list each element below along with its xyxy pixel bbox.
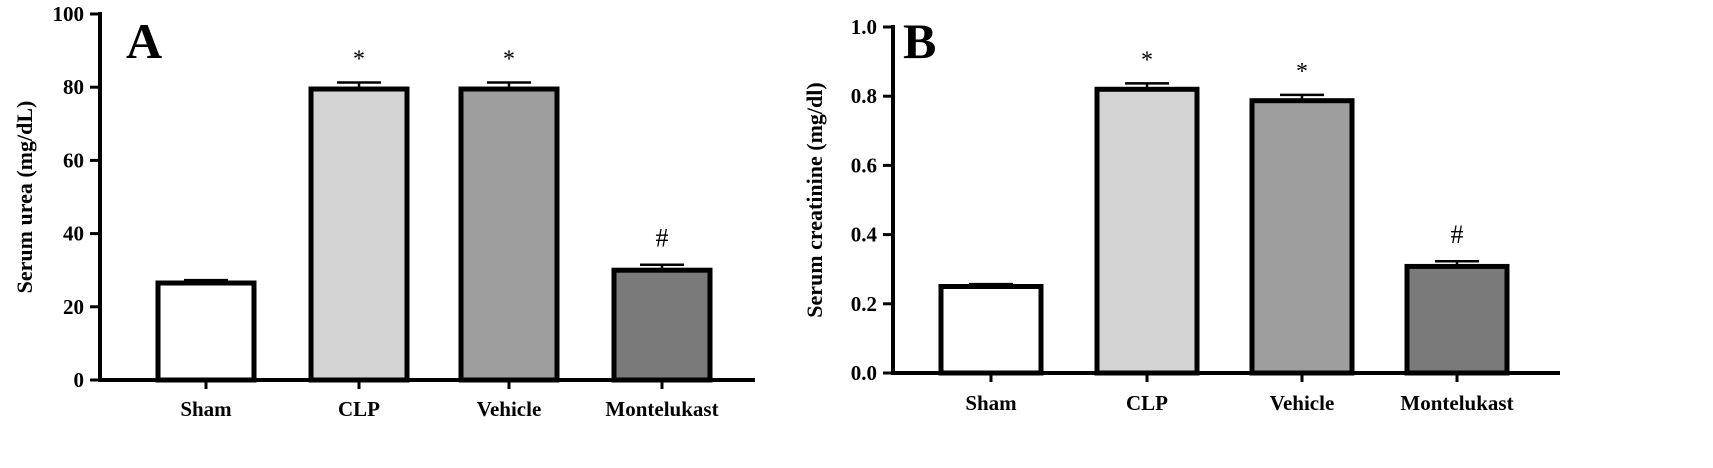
panel-label: B: [903, 13, 936, 69]
x-tick-label: CLP: [1126, 391, 1168, 415]
significance-marker: #: [1451, 220, 1464, 249]
y-tick-label: 1.0: [851, 15, 877, 39]
significance-marker: #: [656, 224, 669, 253]
y-tick-label: 20: [63, 295, 84, 319]
bar-sham: [938, 284, 1044, 376]
y-tick-label: 0: [74, 368, 85, 392]
y-tick-label: 0.2: [851, 292, 877, 316]
y-tick-label: 80: [63, 75, 84, 99]
bar-clp: [1094, 86, 1200, 376]
y-tick-label: 0.8: [851, 84, 877, 108]
bar-vehicle: [458, 86, 560, 383]
x-tick-label: Vehicle: [1270, 391, 1335, 415]
panel-b-creatinine-chart: Sham * CLP * Vehicle # Montelukast 0.0 0.2 0.4 0.6…: [802, 13, 1560, 415]
bar-montelukast: [1404, 263, 1510, 376]
bar-montelukast: [611, 267, 713, 383]
x-tick-label: Sham: [180, 397, 232, 421]
bar-clp: [308, 86, 410, 383]
bar-vehicle: [1249, 98, 1355, 376]
significance-marker: *: [503, 46, 515, 72]
x-tick-label: CLP: [338, 397, 380, 421]
y-tick-label: 100: [53, 2, 85, 26]
x-tick-label: Montelukast: [1400, 391, 1513, 415]
x-tick-label: Montelukast: [605, 397, 718, 421]
significance-marker: *: [1296, 59, 1308, 85]
y-tick-label: 0.0: [851, 361, 877, 385]
bar-sham: [155, 280, 257, 383]
x-tick-label: Sham: [965, 391, 1017, 415]
y-tick-label: 60: [63, 148, 84, 172]
y-axis-label: Serum creatinine (mg/dl): [802, 82, 827, 317]
panel-label: A: [126, 13, 162, 69]
y-tick-label: 0.6: [851, 153, 877, 177]
y-tick-label: 0.4: [851, 223, 878, 247]
panel-a-urea-chart: Sham * CLP * Vehicle # Montelukast 0 20 40 60 80 100…: [12, 2, 755, 421]
significance-marker: *: [353, 46, 365, 72]
x-tick-label: Vehicle: [477, 397, 542, 421]
y-tick-label: 40: [63, 222, 84, 246]
significance-marker: *: [1141, 47, 1153, 73]
y-axis-label: Serum urea (mg/dL): [12, 101, 37, 294]
